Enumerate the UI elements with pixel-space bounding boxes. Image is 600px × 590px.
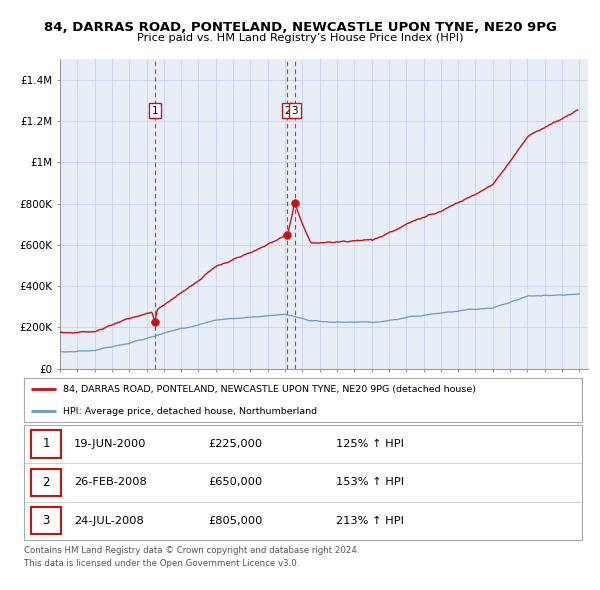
- FancyBboxPatch shape: [31, 430, 61, 458]
- Text: 19-JUN-2000: 19-JUN-2000: [74, 439, 147, 449]
- Text: 1: 1: [42, 437, 50, 451]
- Text: £805,000: £805,000: [208, 516, 263, 526]
- Text: This data is licensed under the Open Government Licence v3.0.: This data is licensed under the Open Gov…: [24, 559, 299, 568]
- Text: 3: 3: [292, 106, 298, 116]
- FancyBboxPatch shape: [31, 468, 61, 496]
- Text: HPI: Average price, detached house, Northumberland: HPI: Average price, detached house, Nort…: [63, 407, 317, 416]
- Text: 1: 1: [151, 106, 158, 116]
- Text: Contains HM Land Registry data © Crown copyright and database right 2024.: Contains HM Land Registry data © Crown c…: [24, 546, 359, 555]
- Text: 153% ↑ HPI: 153% ↑ HPI: [337, 477, 404, 487]
- FancyBboxPatch shape: [31, 507, 61, 535]
- Text: £650,000: £650,000: [208, 477, 262, 487]
- Text: 84, DARRAS ROAD, PONTELAND, NEWCASTLE UPON TYNE, NE20 9PG (detached house): 84, DARRAS ROAD, PONTELAND, NEWCASTLE UP…: [63, 385, 476, 394]
- Text: 125% ↑ HPI: 125% ↑ HPI: [337, 439, 404, 449]
- Text: 84, DARRAS ROAD, PONTELAND, NEWCASTLE UPON TYNE, NE20 9PG: 84, DARRAS ROAD, PONTELAND, NEWCASTLE UP…: [44, 21, 556, 34]
- Text: Price paid vs. HM Land Registry’s House Price Index (HPI): Price paid vs. HM Land Registry’s House …: [137, 33, 463, 43]
- Text: 26-FEB-2008: 26-FEB-2008: [74, 477, 147, 487]
- Text: 2: 2: [284, 106, 291, 116]
- Text: 24-JUL-2008: 24-JUL-2008: [74, 516, 144, 526]
- Text: 213% ↑ HPI: 213% ↑ HPI: [337, 516, 404, 526]
- Text: 3: 3: [43, 514, 50, 527]
- Text: 2: 2: [42, 476, 50, 489]
- Text: £225,000: £225,000: [208, 439, 262, 449]
